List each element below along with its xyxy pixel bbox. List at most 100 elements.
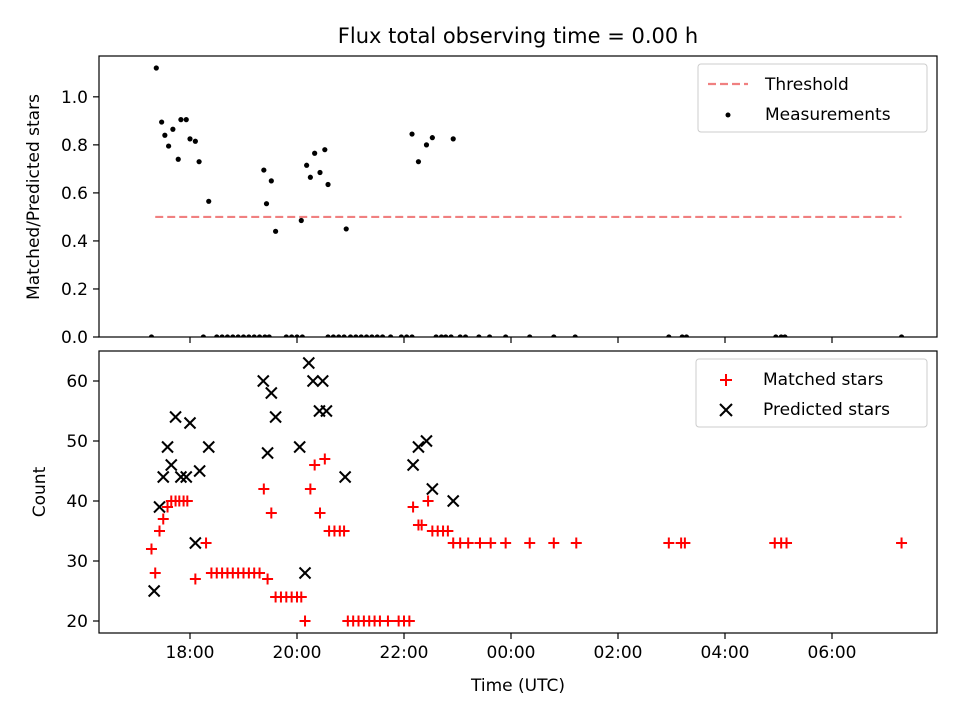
measurement-point — [299, 334, 305, 337]
matched-stars-point — [149, 567, 161, 579]
matched-stars-point — [304, 483, 316, 495]
predicted-stars-point — [153, 500, 166, 514]
legend-matched-swatch — [720, 374, 732, 386]
measurement-point — [343, 226, 349, 232]
measurement-point — [380, 334, 386, 337]
measurement-point — [450, 136, 456, 142]
measurement-point — [263, 201, 270, 207]
bottom-axes: 20 30 40 50 60 18:00 20:00 22:00 00:00 02:00 04:00… — [66, 372, 856, 663]
measurement-point — [170, 126, 176, 132]
measurement-point — [572, 334, 578, 337]
bottom-plot-area — [145, 356, 908, 627]
measurement-point — [438, 334, 445, 337]
predicted-stars-point — [406, 458, 420, 472]
top-legend-frame — [697, 63, 928, 133]
measurement-point — [330, 334, 336, 337]
predicted-stars-point — [147, 584, 161, 598]
measurement-point — [423, 142, 430, 148]
predicted-stars-point — [202, 440, 215, 454]
measurement-point — [476, 334, 482, 337]
measurement-point — [307, 174, 313, 180]
matched-stars-point — [200, 537, 212, 549]
matched-stars-point — [485, 537, 497, 549]
matched-stars-point — [403, 615, 415, 627]
measurement-point — [166, 143, 172, 149]
measurement-point — [246, 334, 252, 337]
matched-stars-point — [382, 615, 394, 627]
matched-stars-point — [265, 507, 277, 519]
matched-stars-point — [663, 537, 675, 549]
measurement-point — [433, 334, 439, 337]
measurement-point — [551, 334, 557, 337]
measurement-point — [162, 132, 168, 138]
measurement-point — [294, 334, 300, 337]
measurement-point — [183, 117, 189, 123]
measurement-point — [341, 334, 347, 337]
measurement-point — [159, 119, 165, 125]
measurement-point — [336, 334, 342, 337]
top-y-tick-label: 0.0 — [61, 328, 88, 348]
matched-stars-point — [570, 537, 582, 549]
bottom-y-axis-label: Count — [30, 466, 50, 517]
predicted-stars-point — [293, 440, 306, 454]
measurement-point — [374, 334, 380, 337]
measurement-point — [196, 159, 202, 165]
matched-stars-point — [416, 519, 428, 531]
predicted-stars-point — [420, 434, 433, 448]
top-axes: 0.0 0.2 0.4 0.6 0.8 1.0 — [61, 88, 833, 348]
measurement-point — [358, 334, 364, 337]
matched-stars-point — [299, 615, 311, 627]
measurement-point — [235, 334, 241, 337]
predicted-stars-point — [257, 374, 270, 388]
measurement-point — [214, 334, 220, 337]
measurement-point — [187, 136, 193, 142]
measurement-point — [219, 334, 225, 337]
measurement-point — [409, 334, 415, 337]
measurement-point — [487, 334, 493, 337]
measurement-point — [443, 334, 449, 337]
predicted-stars-point — [316, 374, 329, 388]
measurement-point — [283, 334, 289, 337]
measurement-point — [148, 334, 155, 337]
predicted-stars-point — [165, 458, 178, 472]
bottom-y-tick-label: 30 — [66, 552, 88, 572]
measurement-point — [388, 334, 394, 337]
predicted-stars-point — [320, 404, 333, 418]
measurement-point — [353, 334, 359, 337]
measurement-point — [773, 334, 779, 337]
top-legend: Threshold Measurements — [697, 63, 928, 133]
measurement-point — [898, 334, 905, 337]
matched-stars-point — [896, 537, 908, 549]
legend-threshold-label: Threshold — [764, 75, 849, 95]
top-y-tick-label: 1.0 — [61, 88, 88, 108]
legend-predicted-swatch — [719, 403, 733, 417]
measurement-point — [206, 198, 212, 204]
bottom-legend-frame — [695, 358, 928, 428]
measurement-point — [325, 334, 331, 337]
measurement-point — [347, 334, 354, 337]
measurement-point — [268, 178, 274, 184]
measurement-point — [262, 334, 268, 337]
measurement-point — [527, 334, 533, 337]
matched-stars-point — [154, 525, 166, 537]
measurement-point — [457, 334, 463, 337]
measurement-point — [153, 65, 159, 71]
matched-stars-point — [254, 567, 266, 579]
measurement-point — [298, 217, 304, 224]
predicted-stars-point — [157, 470, 170, 484]
matched-stars-point — [157, 513, 169, 525]
top-plot-area — [148, 65, 905, 337]
bottom-x-tick-label: 04:00 — [701, 643, 750, 663]
measurement-point — [363, 334, 370, 337]
bottom-y-tick-label: 50 — [66, 432, 88, 452]
predicted-stars-point — [193, 464, 206, 478]
matched-stars-point — [462, 537, 474, 549]
matched-stars-point — [781, 537, 793, 549]
predicted-stars-point — [183, 416, 197, 430]
measurement-point — [240, 334, 247, 337]
bottom-x-tick-label: 18:00 — [166, 643, 215, 663]
measurement-point — [409, 131, 415, 137]
measurement-point — [369, 334, 375, 337]
top-y-tick-label: 0.2 — [61, 280, 88, 300]
